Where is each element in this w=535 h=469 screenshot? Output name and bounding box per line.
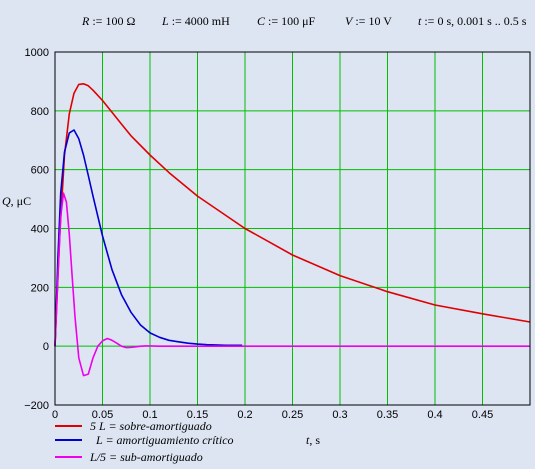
legend-label-1: 5 L = sobre-amortiguado [90, 419, 212, 433]
y-tick-label: −200 [24, 400, 49, 412]
x-tick-label: 0.2 [237, 409, 252, 421]
series-line-1 [54, 83, 531, 347]
x-tick-label: 0.15 [187, 409, 208, 421]
x-tick-label: 0.3 [332, 409, 347, 421]
series-line-2 [54, 129, 243, 347]
y-tick-label: 800 [31, 106, 49, 118]
x-tick-label: 0.25 [282, 409, 303, 421]
param-L: L := 4000 mH [162, 14, 230, 28]
series-line-3 [54, 192, 530, 377]
y-tick-label: 600 [31, 165, 49, 177]
y-axis-label: Q, μC [2, 194, 31, 208]
y-tick-label: 400 [31, 224, 49, 236]
x-tick-label: 0.4 [427, 409, 442, 421]
parameter-definitions: R := 100 Ω L := 4000 mH C := 100 μF V :=… [0, 14, 535, 34]
y-tick-label: 200 [31, 282, 49, 294]
x-tick-label: 0.35 [377, 409, 398, 421]
tick-labels: 0 0.05 0.1 0.15 0.2 0.25 0.3 0.35 0.4 0.45−200020… [24, 47, 493, 421]
x-tick-label: 0 [52, 409, 58, 421]
x-tick-label: 0.05 [92, 409, 113, 421]
x-axis-label: t, s [306, 433, 320, 447]
param-V: V := 10 V [345, 14, 392, 28]
y-tick-label: 1000 [25, 47, 49, 59]
series-curves [54, 83, 531, 377]
x-tick-label: 0.1 [142, 409, 157, 421]
param-R: R := 100 Ω [82, 14, 136, 28]
x-tick-label: 0.45 [472, 409, 493, 421]
y-tick-label: 0 [43, 341, 49, 353]
plot-frame [54, 51, 531, 406]
legend-label-2: L = amortiguamiento crítico [95, 433, 234, 447]
param-C: C := 100 μF [257, 14, 316, 28]
param-t: t := 0 s, 0.001 s .. 0.5 s [418, 14, 527, 28]
legend-label-3: L/5 = sub-amortiguado [89, 450, 203, 464]
